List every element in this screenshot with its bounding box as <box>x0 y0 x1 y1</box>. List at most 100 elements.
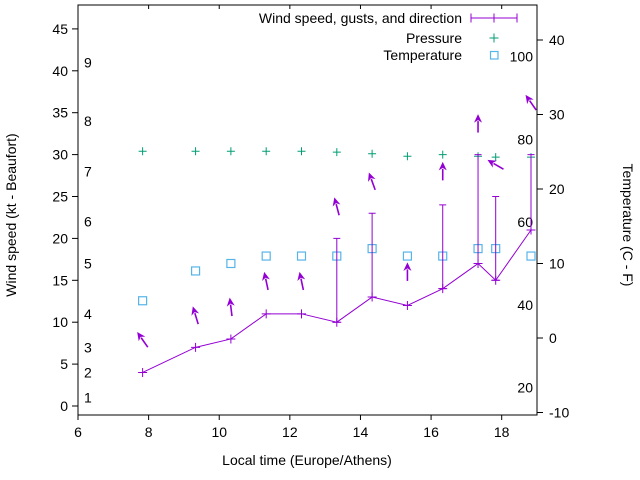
y-tick-label-kt: 25 <box>52 189 68 205</box>
y-tick-label-kt: 45 <box>52 21 68 37</box>
pressure-point <box>191 147 200 156</box>
arrow-shaft <box>140 337 149 348</box>
x-axis-title: Local time (Europe/Athens) <box>222 452 392 468</box>
y-tick-label-kt: 5 <box>60 356 68 372</box>
beaufort-label: 8 <box>84 113 92 129</box>
wind-point <box>438 284 448 294</box>
arrow-head <box>474 114 483 123</box>
gust-error-bar <box>368 212 376 298</box>
fahrenheit-label: 60 <box>517 214 533 230</box>
beaufort-label: 3 <box>84 339 92 355</box>
pressure-point <box>262 147 271 156</box>
arrow-head <box>137 332 146 342</box>
x-tick-label: 6 <box>74 424 82 440</box>
wind-direction-arrow <box>226 297 235 317</box>
beaufort-label: 2 <box>84 364 92 380</box>
wind-direction-arrow <box>525 94 537 111</box>
arrow-head <box>226 297 235 307</box>
x-tick-label: 14 <box>353 424 369 440</box>
y-axis-title: Wind speed (kt - Beaufort) <box>3 133 19 296</box>
arrow-head <box>368 172 376 182</box>
arrow-shaft <box>528 100 537 111</box>
arrow-head <box>297 271 306 281</box>
temperature-point <box>526 251 536 261</box>
y2-tick-label-c: -10 <box>549 405 569 421</box>
fahrenheit-label: 80 <box>517 131 533 147</box>
wind-direction-arrow <box>487 159 504 170</box>
beaufort-label: 7 <box>84 163 92 179</box>
y2-axis-title: Temperature (C - F) <box>620 164 636 287</box>
gust-error-bar <box>474 154 482 265</box>
wind-point <box>526 225 536 235</box>
plot-area: 6 8 10 12 14 16 18051015202530354045123456789-… <box>52 5 569 440</box>
y-tick-label-kt: 30 <box>52 147 68 163</box>
arrow-head <box>332 197 341 207</box>
arrow-shaft <box>264 278 269 291</box>
wind-direction-arrow <box>297 271 306 291</box>
legend-sample-temperature-square-icon <box>489 50 499 60</box>
fahrenheit-label: 20 <box>517 380 533 396</box>
arrow-head <box>487 159 497 168</box>
temperature-point <box>138 296 148 306</box>
pressure-point <box>403 152 412 161</box>
plot-border <box>77 4 538 416</box>
beaufort-label: 9 <box>84 54 92 70</box>
legend: Wind speed, gusts, and direction Pressur… <box>259 10 518 63</box>
arrow-shaft <box>194 312 199 325</box>
y2-tick-label-c: 40 <box>549 32 565 48</box>
gust-error-bar <box>333 237 341 323</box>
legend-sample-wind-errorbar-icon <box>470 13 518 23</box>
y2-tick-label-c: 20 <box>549 181 565 197</box>
wind-direction-arrow <box>368 172 376 191</box>
wind-point <box>402 300 412 310</box>
arrow-head <box>262 271 270 281</box>
wind-speed-line <box>142 229 532 373</box>
temperature-point <box>190 266 201 276</box>
y2-tick-label-c: 10 <box>549 256 565 272</box>
wind-direction-arrow <box>191 306 200 325</box>
y-tick-label-kt: 10 <box>52 314 68 330</box>
wind-direction-arrow <box>332 197 341 216</box>
arrow-head <box>191 306 200 316</box>
y-tick-label-kt: 40 <box>52 63 68 79</box>
pressure-point <box>491 153 500 162</box>
x-tick-label: 18 <box>494 424 510 440</box>
arrow-head <box>525 94 534 105</box>
wind-point <box>296 309 306 319</box>
x-tick-label: 12 <box>282 424 298 440</box>
temperature-point <box>296 251 307 261</box>
pressure-point <box>297 147 306 156</box>
y2-tick-label-c: 0 <box>549 330 557 346</box>
arrow-head <box>403 262 412 271</box>
pressure-point <box>226 147 235 156</box>
wind-point <box>332 317 342 327</box>
pressure-point <box>138 147 147 156</box>
wind-point <box>491 275 501 285</box>
beaufort-label: 5 <box>84 256 92 272</box>
beaufort-label: 1 <box>84 390 92 406</box>
x-tick-label: 10 <box>211 424 227 440</box>
wind-point <box>138 367 148 377</box>
pressure-point <box>332 148 341 157</box>
arrow-shaft <box>493 162 504 170</box>
y-tick-label-kt: 35 <box>52 105 68 121</box>
temperature-point <box>261 251 271 261</box>
legend-label-wind: Wind speed, gusts, and direction <box>259 10 462 26</box>
wind-point <box>261 309 271 319</box>
arrow-shaft <box>229 304 233 317</box>
wind-direction-arrow <box>262 271 270 291</box>
arrow-shaft <box>335 203 340 216</box>
x-tick-label: 16 <box>423 424 439 440</box>
arrow-head <box>438 161 447 171</box>
legend-sample-pressure-plus-icon <box>489 33 499 43</box>
fahrenheit-label: 40 <box>517 297 533 313</box>
wind-point <box>226 334 236 344</box>
beaufort-label: 4 <box>84 306 92 322</box>
y-tick-label-kt: 20 <box>52 230 68 246</box>
wind-point <box>191 342 201 352</box>
fahrenheit-label: 100 <box>510 49 534 65</box>
y-tick-label-kt: 0 <box>60 398 68 414</box>
legend-label-temperature: Temperature <box>383 47 462 63</box>
y-tick-label-kt: 15 <box>52 272 68 288</box>
